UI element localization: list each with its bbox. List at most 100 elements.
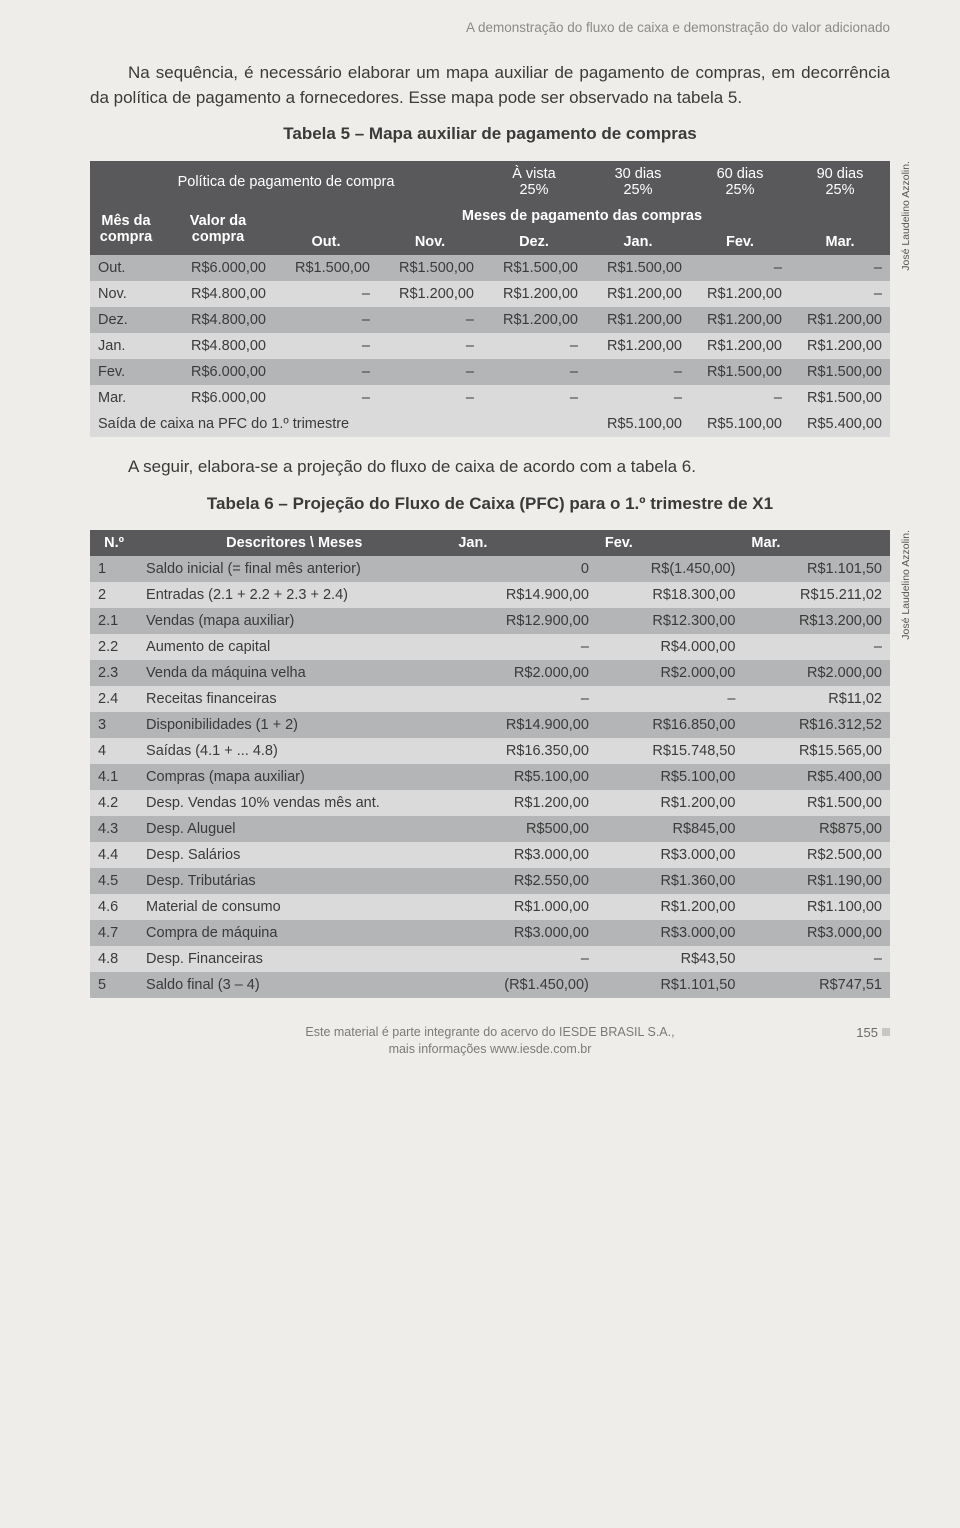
t5-cell: – bbox=[274, 359, 378, 385]
table-row: 2.3Venda da máquina velhaR$2.000,00R$2.0… bbox=[90, 660, 890, 686]
t6-cell: R$3.000,00 bbox=[450, 920, 597, 946]
hdr-policy: Política de pagamento de compra bbox=[90, 161, 482, 203]
t6-cell: R$2.000,00 bbox=[597, 660, 744, 686]
t6-n: 2 bbox=[90, 582, 138, 608]
t5-month: Dez. bbox=[90, 307, 162, 333]
t6-cell: R$3.000,00 bbox=[597, 842, 744, 868]
t5-cell: R$1.200,00 bbox=[586, 333, 690, 359]
t6-desc: Receitas financeiras bbox=[138, 686, 450, 712]
t6-desc: Desp. Financeiras bbox=[138, 946, 450, 972]
t5-cell: R$1.200,00 bbox=[586, 307, 690, 333]
table-row: 4.1Compras (mapa auxiliar)R$5.100,00R$5.… bbox=[90, 764, 890, 790]
t5-cell: R$1.500,00 bbox=[790, 359, 890, 385]
t6-cell: R$14.900,00 bbox=[450, 712, 597, 738]
t5-month: Mar. bbox=[90, 385, 162, 411]
t5-cell: – bbox=[586, 385, 690, 411]
saida-jan: R$5.100,00 bbox=[586, 411, 690, 437]
t6-desc: Venda da máquina velha bbox=[138, 660, 450, 686]
t6-cell: R$2.000,00 bbox=[450, 660, 597, 686]
t5-cell: – bbox=[586, 359, 690, 385]
t6-header-row: N.º Descritores \ Meses Jan. Fev. Mar. bbox=[90, 530, 890, 556]
t5-valor: R$4.800,00 bbox=[162, 333, 274, 359]
t5-cell: – bbox=[690, 255, 790, 281]
hdr-term-1: 30 dias25% bbox=[586, 161, 690, 203]
t6-cell: R$16.350,00 bbox=[450, 738, 597, 764]
t5-valor: R$6.000,00 bbox=[162, 255, 274, 281]
page-footer: 155 Este material é parte integrante do … bbox=[90, 1024, 890, 1058]
page-number: 155 bbox=[856, 1024, 890, 1042]
table-row: 2.2Aumento de capital–R$4.000,00– bbox=[90, 634, 890, 660]
table-row: 4.3Desp. AluguelR$500,00R$845,00R$875,00 bbox=[90, 816, 890, 842]
hdr-mes: Mês da compra bbox=[90, 203, 162, 255]
table-row: Jan.R$4.800,00–––R$1.200,00R$1.200,00R$1… bbox=[90, 333, 890, 359]
footer-line1: Este material é parte integrante do acer… bbox=[305, 1025, 674, 1039]
t6-cell: R$3.000,00 bbox=[597, 920, 744, 946]
t5-month: Jan. bbox=[90, 333, 162, 359]
t6-cell: R$15.565,00 bbox=[743, 738, 890, 764]
hdr-term-3: 90 dias25% bbox=[790, 161, 890, 203]
t6-cell: R$16.312,52 bbox=[743, 712, 890, 738]
hdr-nov: Nov. bbox=[378, 229, 482, 255]
t5-cell: R$1.500,00 bbox=[586, 255, 690, 281]
t6-cell: R$15.211,02 bbox=[743, 582, 890, 608]
t6-cell: R$1.200,00 bbox=[450, 790, 597, 816]
t6-hdr-jan: Jan. bbox=[450, 530, 597, 556]
t6-cell: R$1.000,00 bbox=[450, 894, 597, 920]
t6-cell: – bbox=[597, 686, 744, 712]
saida-label: Saída de caixa na PFC do 1.º trimestre bbox=[90, 411, 586, 437]
t5-cell: – bbox=[274, 333, 378, 359]
t6-cell: – bbox=[450, 634, 597, 660]
table5-caption: Tabela 5 – Mapa auxiliar de pagamento de… bbox=[90, 122, 890, 147]
t5-header-row1: Política de pagamento de compra À vista2… bbox=[90, 161, 890, 203]
t5-cell: – bbox=[482, 333, 586, 359]
table-row: Mar.R$6.000,00–––––R$1.500,00 bbox=[90, 385, 890, 411]
t6-desc: Saldo final (3 – 4) bbox=[138, 972, 450, 998]
t6-cell: R$5.100,00 bbox=[597, 764, 744, 790]
table-row: 4.2Desp. Vendas 10% vendas mês ant.R$1.2… bbox=[90, 790, 890, 816]
t5-cell: – bbox=[378, 359, 482, 385]
table-row: 2.1Vendas (mapa auxiliar)R$12.900,00R$12… bbox=[90, 608, 890, 634]
t5-valor: R$4.800,00 bbox=[162, 281, 274, 307]
hdr-term-0: À vista25% bbox=[482, 161, 586, 203]
t6-cell: (R$1.450,00) bbox=[450, 972, 597, 998]
t5-cell: – bbox=[274, 281, 378, 307]
t5-header-row2: Mês da compra Valor da compra Meses de p… bbox=[90, 203, 890, 229]
t6-cell: R$15.748,50 bbox=[597, 738, 744, 764]
hdr-fev: Fev. bbox=[690, 229, 790, 255]
credit-vertical: José Laudelino Azzolin. bbox=[900, 161, 912, 437]
t5-cell: R$1.200,00 bbox=[482, 281, 586, 307]
t6-cell: R$16.850,00 bbox=[597, 712, 744, 738]
credit-vertical-2: José Laudelino Azzolin. bbox=[900, 530, 912, 998]
saida-fev: R$5.100,00 bbox=[690, 411, 790, 437]
table-row: 4.8Desp. Financeiras–R$43,50– bbox=[90, 946, 890, 972]
t5-cell: – bbox=[482, 385, 586, 411]
t5-cell: R$1.500,00 bbox=[790, 385, 890, 411]
t6-cell: – bbox=[450, 686, 597, 712]
running-title: A demonstração do fluxo de caixa e demon… bbox=[90, 20, 890, 35]
t6-n: 4.7 bbox=[90, 920, 138, 946]
t6-n: 1 bbox=[90, 556, 138, 582]
t5-month: Out. bbox=[90, 255, 162, 281]
t6-cell: 0 bbox=[450, 556, 597, 582]
t5-valor: R$6.000,00 bbox=[162, 385, 274, 411]
t6-n: 2.1 bbox=[90, 608, 138, 634]
t6-desc: Aumento de capital bbox=[138, 634, 450, 660]
t6-desc: Material de consumo bbox=[138, 894, 450, 920]
t6-cell: R$1.101,50 bbox=[597, 972, 744, 998]
t6-n: 4.2 bbox=[90, 790, 138, 816]
t5-cell: R$1.200,00 bbox=[790, 307, 890, 333]
t6-cell: R$1.200,00 bbox=[597, 894, 744, 920]
t5-cell: – bbox=[274, 385, 378, 411]
t6-hdr-desc: Descritores \ Meses bbox=[138, 530, 450, 556]
table-row: 2Entradas (2.1 + 2.2 + 2.3 + 2.4)R$14.90… bbox=[90, 582, 890, 608]
hdr-valor: Valor da compra bbox=[162, 203, 274, 255]
table-row: 1Saldo inicial (= final mês anterior)0R$… bbox=[90, 556, 890, 582]
hdr-meses-pag: Meses de pagamento das compras bbox=[274, 203, 890, 229]
t5-cell: R$1.500,00 bbox=[482, 255, 586, 281]
t5-cell: – bbox=[274, 307, 378, 333]
t6-n: 4 bbox=[90, 738, 138, 764]
t5-cell: – bbox=[378, 385, 482, 411]
t5-cell: R$1.200,00 bbox=[690, 281, 790, 307]
hdr-dez: Dez. bbox=[482, 229, 586, 255]
t5-cell: R$1.200,00 bbox=[482, 307, 586, 333]
